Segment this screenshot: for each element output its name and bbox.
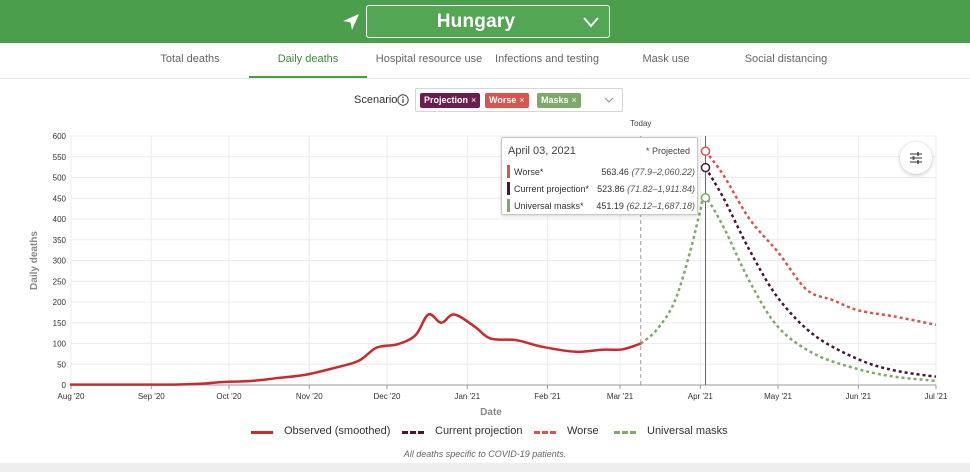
series-line-current-projection <box>704 166 937 378</box>
y-tick-label: 50 <box>57 360 66 369</box>
y-tick-label: 600 <box>53 132 67 141</box>
scenario-chip-masks[interactable]: Masks × <box>537 93 581 108</box>
tooltip-row-universal-masks: Universal masks* 451.19 (62.12–1,687.18) <box>507 199 695 212</box>
x-tick-label: Dec '20 <box>374 392 401 401</box>
y-tick-label: 300 <box>53 257 67 266</box>
tooltip-date: April 03, 2021 <box>508 145 576 157</box>
tooltip-color-bar <box>507 182 510 195</box>
tab-total-deaths[interactable]: Total deaths <box>160 53 220 65</box>
y-tick-label: 450 <box>53 194 67 203</box>
tooltip-note: * Projected <box>645 146 690 156</box>
y-tick-label: 500 <box>53 174 67 183</box>
tooltip-value: 563.46 (77.9–2,060.22) <box>601 167 695 177</box>
scenario-label: Scenario <box>354 94 398 106</box>
tooltip-series-name: Worse* <box>514 167 544 177</box>
x-tick-label: May '21 <box>764 392 792 401</box>
x-tick-label: Apr '21 <box>688 392 714 401</box>
chart-settings-button[interactable] <box>900 142 932 174</box>
x-tick-label: Oct '20 <box>216 392 242 401</box>
scenario-chip-projection[interactable]: Projection × <box>420 93 481 108</box>
tooltip-color-bar <box>507 199 510 212</box>
chip-label: Masks <box>541 95 569 105</box>
y-tick-label: 0 <box>62 381 67 390</box>
legend-swatch <box>534 431 556 434</box>
x-tick-label: Mar '21 <box>607 392 634 401</box>
tab-infections-and-testing[interactable]: Infections and testing <box>495 53 599 65</box>
chart-tooltip: April 03, 2021 * Projected Worse* 563.46… <box>501 137 698 215</box>
legend-label: Current projection <box>435 425 523 437</box>
y-tick-label: 400 <box>53 215 67 224</box>
tab-social-distancing[interactable]: Social distancing <box>744 53 828 65</box>
tooltip-series-name: Universal masks* <box>514 201 584 211</box>
remove-icon[interactable]: × <box>519 95 525 105</box>
scenario-multiselect[interactable]: Projection × Worse × Masks × <box>415 88 623 112</box>
tab-daily-deaths[interactable]: Daily deaths <box>249 44 367 78</box>
x-tick-label: Nov '20 <box>296 392 323 401</box>
tab-mask-use[interactable]: Mask use <box>642 53 690 65</box>
x-tick-label: Feb '21 <box>534 392 561 401</box>
scenario-chip-worse[interactable]: Worse × <box>485 93 529 108</box>
y-tick-label: 100 <box>53 340 67 349</box>
x-tick-label: Aug '20 <box>58 392 85 401</box>
sliders-icon <box>910 152 922 164</box>
chip-label: Worse <box>489 95 517 105</box>
today-label: Today <box>630 119 651 128</box>
tooltip-row-current-projection: Current projection* 523.86 (71.82–1,911.… <box>507 182 695 195</box>
y-tick-label: 350 <box>53 236 67 245</box>
x-tick-label: Jul '21 <box>925 392 948 401</box>
legend-swatch <box>251 431 273 434</box>
series-line-observed-smoothed <box>69 312 643 386</box>
country-select[interactable]: Hungary <box>366 5 610 38</box>
tooltip-series-name: Current projection* <box>514 184 590 194</box>
legend-label: Observed (smoothed) <box>284 425 391 437</box>
y-axis-title: Daily deaths <box>29 231 40 290</box>
country-label: Hungary <box>436 11 516 32</box>
page-bottom-strip <box>0 463 970 472</box>
tab-bar: Total deaths Daily deaths Hospital resou… <box>0 44 970 79</box>
tooltip-color-bar <box>507 165 510 178</box>
daily-deaths-chart[interactable]: 0 50 100 150 200 250 300 350 400 450 500 550 600 Aug … <box>0 115 970 425</box>
remove-icon[interactable]: × <box>571 95 577 105</box>
x-tick-label: Jun '21 <box>846 392 872 401</box>
series-line-universal-masks <box>639 195 937 383</box>
remove-icon[interactable]: × <box>471 95 477 105</box>
legend-swatch <box>614 431 636 434</box>
legend-label: Worse <box>567 425 599 437</box>
tooltip-row-worse: Worse* 563.46 (77.9–2,060.22) <box>507 165 695 178</box>
x-tick-label: Sep '20 <box>138 392 165 401</box>
y-tick-label: 550 <box>53 153 67 162</box>
y-tick-label: 250 <box>53 277 67 286</box>
location-arrow-icon[interactable] <box>340 11 362 33</box>
legend-label: Universal masks <box>647 425 728 437</box>
series-line-worse <box>704 150 937 327</box>
tooltip-value: 451.19 (62.12–1,687.18) <box>596 201 695 211</box>
hover-marker-worse <box>700 146 711 156</box>
chevron-down-icon <box>583 17 599 28</box>
hover-marker-current-projection <box>700 162 711 173</box>
legend-swatch <box>402 431 424 434</box>
y-tick-label: 200 <box>53 298 67 307</box>
x-tick-label: Jan '21 <box>454 392 480 401</box>
y-tick-label: 150 <box>53 319 67 328</box>
info-icon[interactable] <box>397 94 409 106</box>
x-axis-title: Date <box>480 407 502 418</box>
hover-marker-universal-masks <box>700 193 711 203</box>
chevron-down-icon[interactable] <box>604 96 614 104</box>
tooltip-value: 523.86 (71.82–1,911.84) <box>597 184 695 194</box>
chart-footnote: All deaths specific to COVID-19 patients… <box>403 449 567 459</box>
tab-hospital-resource-use[interactable]: Hospital resource use <box>375 53 483 65</box>
chip-label: Projection <box>424 95 469 105</box>
